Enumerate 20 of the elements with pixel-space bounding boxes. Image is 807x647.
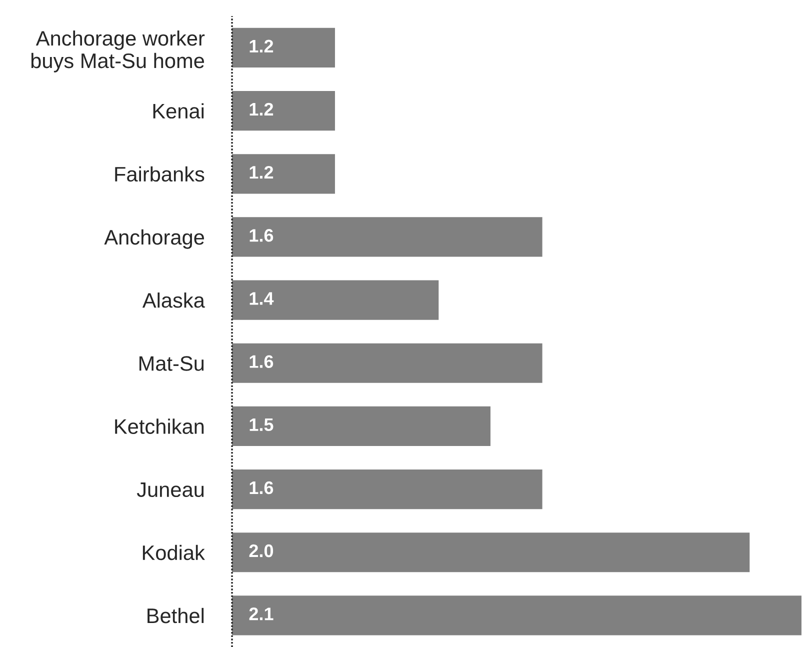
data-label: 1.5 [250, 418, 274, 432]
data-label: 1.2 [250, 102, 274, 116]
data-label: 1.6 [250, 355, 274, 368]
data-label: 1.6 [250, 481, 274, 494]
y-tick-label: Ketchikan [115, 418, 204, 434]
y-tick-label: Juneau [136, 482, 204, 498]
data-label: 1.4 [250, 292, 274, 305]
data-label: 1.2 [250, 40, 274, 52]
data-label: 2.1 [249, 608, 274, 620]
y-tick-label: Bethel [148, 608, 204, 624]
y-tick-label: Anchorage worker buys Mat-Su home [31, 30, 205, 72]
y-tick-label: Mat-Su [139, 356, 204, 371]
y-tick-label: Kodiak [142, 544, 205, 560]
y-tick-label: Alaska [142, 292, 205, 308]
y-tick-label: Kenai [153, 103, 204, 119]
y-tick-label: Anchorage [104, 229, 204, 249]
data-label: 1.6 [250, 229, 274, 242]
data-label: 1.2 [250, 166, 274, 179]
y-tick-label: Fairbanks [115, 166, 204, 182]
data-label: 2.0 [249, 544, 274, 558]
